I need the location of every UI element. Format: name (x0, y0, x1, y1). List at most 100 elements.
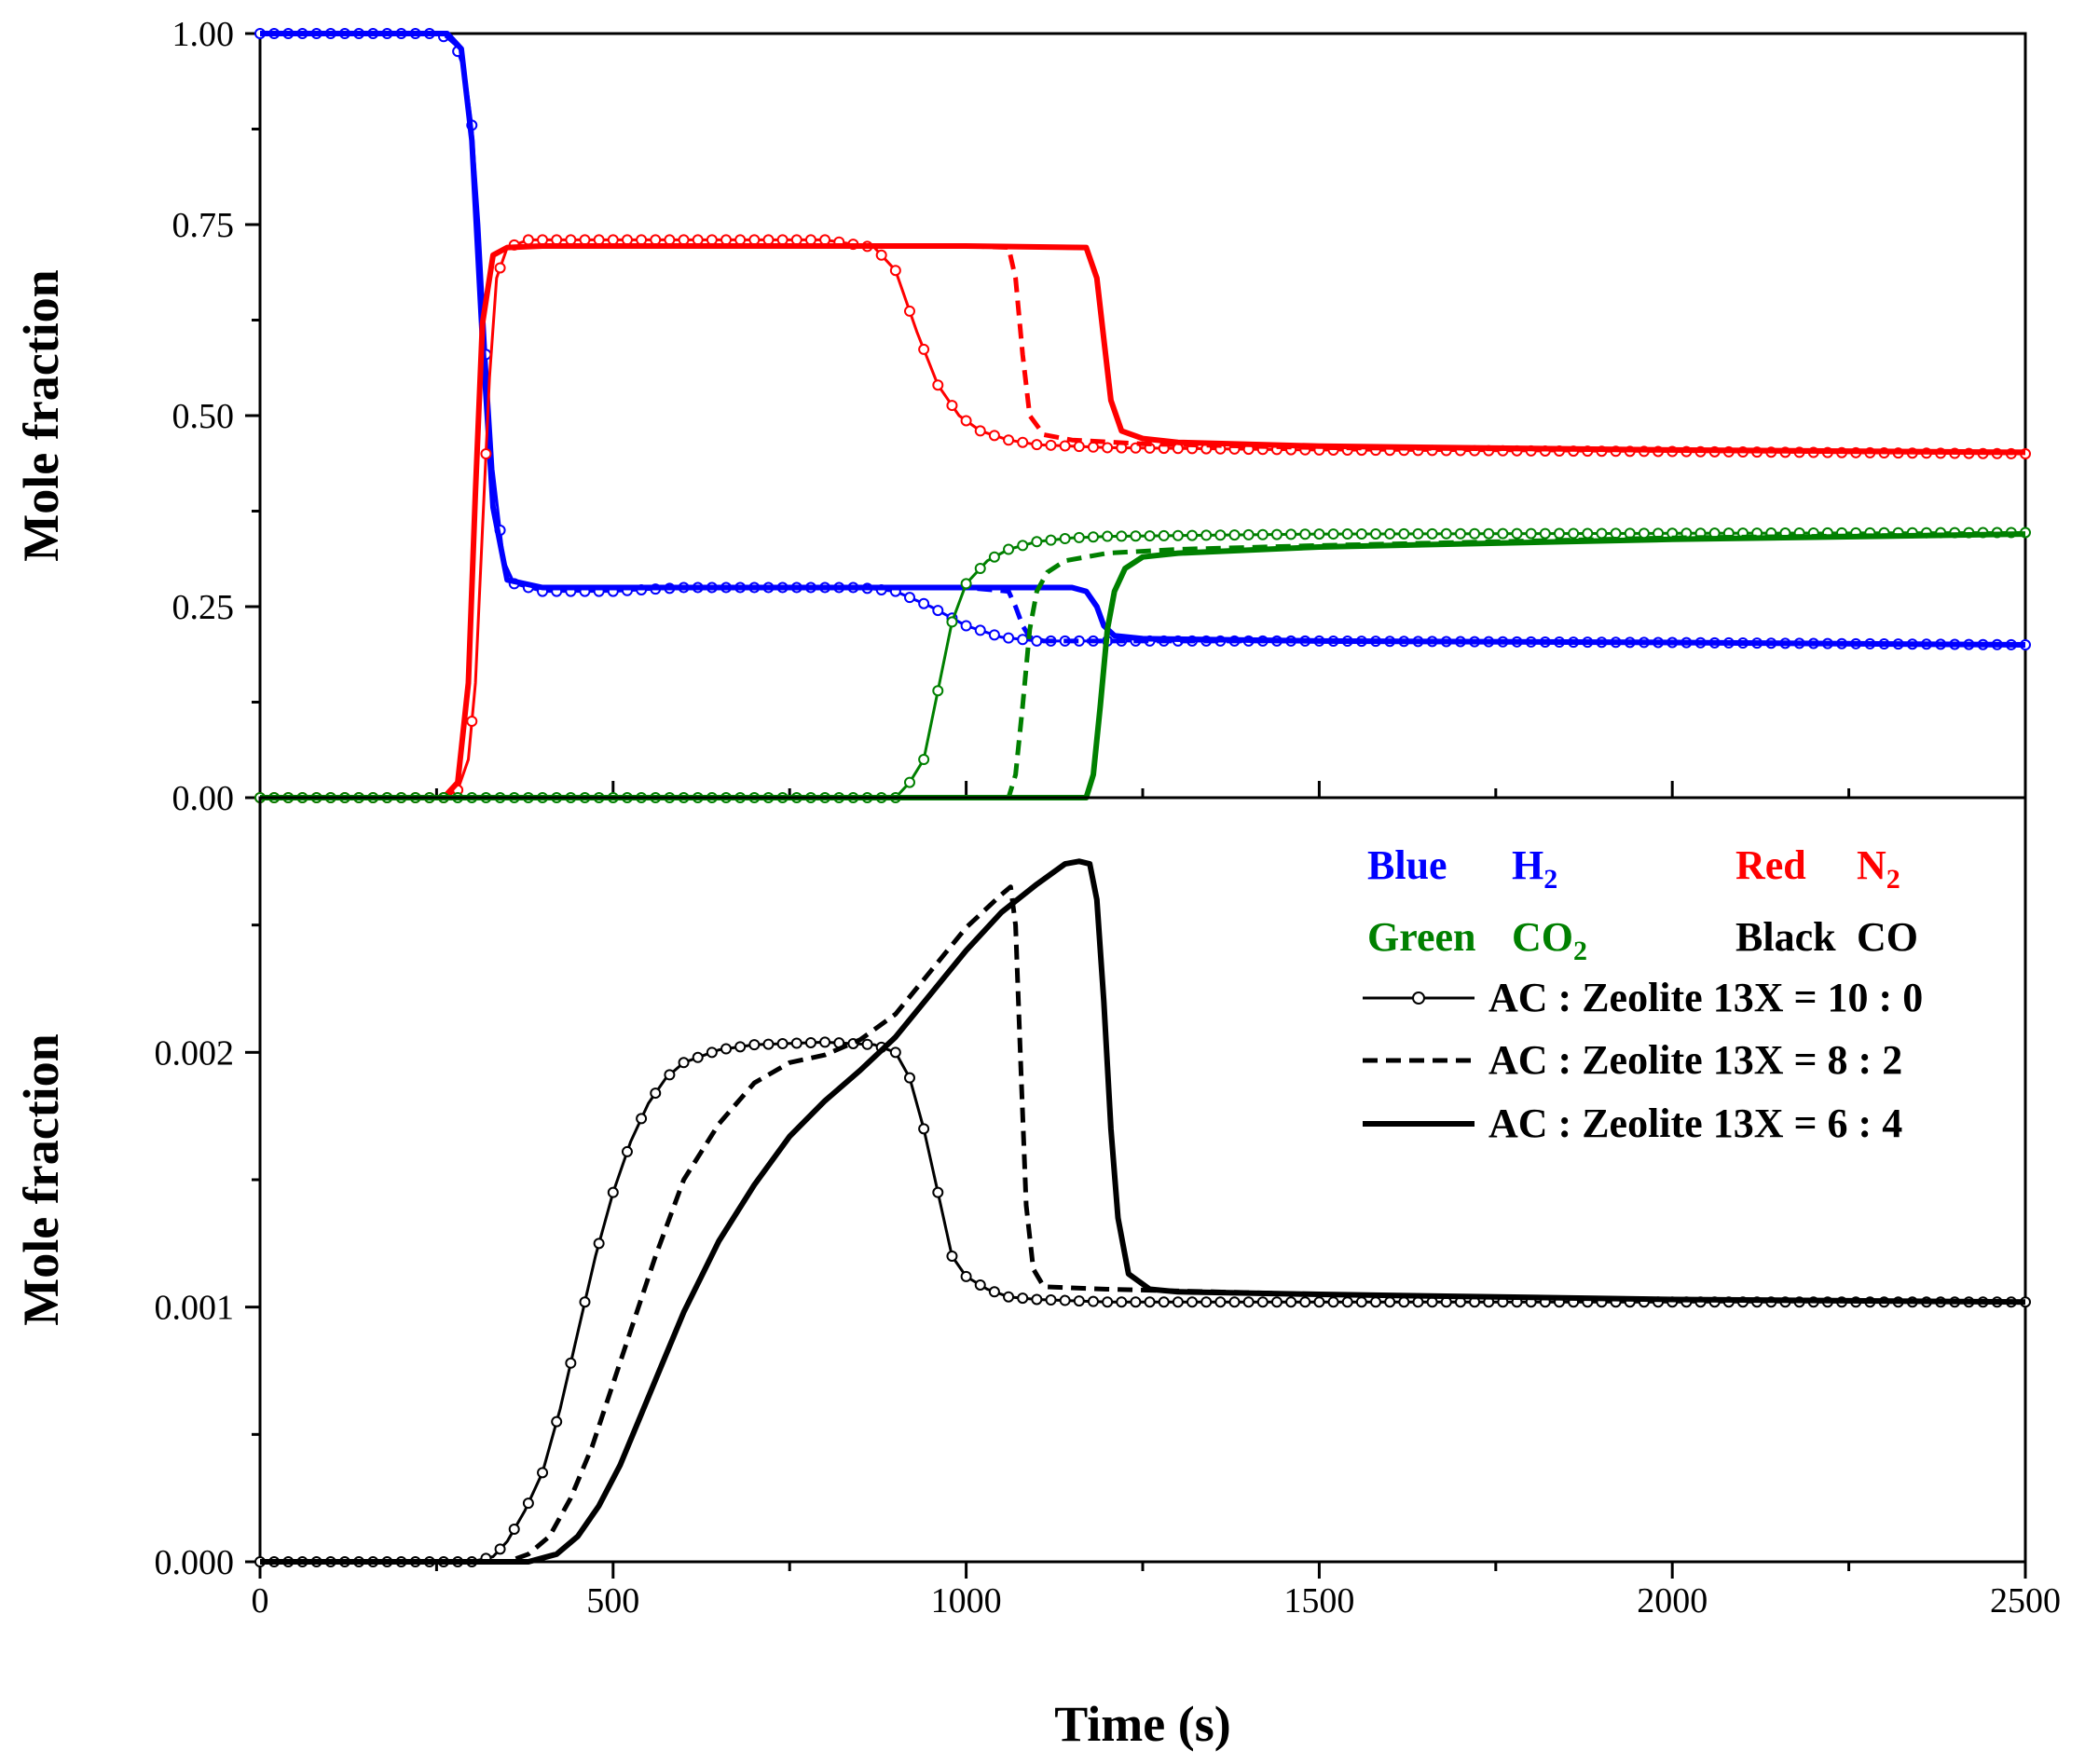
series-point (1116, 530, 1128, 542)
y-tick-label: 0.001 (155, 1289, 235, 1328)
series-point (1144, 530, 1156, 542)
y-tick-label: 0.000 (155, 1543, 235, 1582)
series-point (1299, 528, 1311, 540)
series-point (960, 415, 972, 427)
series-point (1003, 434, 1015, 446)
series-point (466, 716, 478, 727)
series-point (621, 1145, 633, 1157)
series-point (1228, 529, 1241, 541)
series-point (579, 234, 591, 246)
y-tick-label: 0.75 (172, 206, 235, 245)
series-point (932, 1186, 944, 1198)
series-point (1313, 528, 1325, 540)
legend-species: H2 (1512, 842, 1557, 895)
series-point (918, 597, 930, 609)
bottom-axis-ticks: 0.000 0.001 0.002 (155, 923, 2027, 1582)
series-point (1017, 1292, 1029, 1305)
series-point (932, 379, 944, 391)
series-point (804, 234, 816, 246)
series-point (579, 1296, 591, 1308)
series-point (537, 234, 549, 246)
series-point (861, 1038, 873, 1050)
series-point (1256, 528, 1269, 540)
series-point (946, 1251, 958, 1262)
series-point (1412, 1296, 1424, 1308)
series-point (1341, 1296, 1353, 1308)
series-point (1017, 436, 1029, 448)
series-point (537, 1467, 549, 1479)
series-point (974, 425, 986, 437)
legend-color-name: Green (1367, 914, 1476, 960)
series-point (565, 234, 577, 246)
top-panel: 0.00 0.25 0.50 0.75 1.00 (172, 15, 2031, 818)
legend-species-subscript: 2 (1573, 936, 1587, 966)
series-point (1003, 543, 1015, 555)
series-point (974, 1279, 986, 1291)
series-point (932, 685, 944, 697)
series-point (636, 234, 648, 246)
series-point (1158, 1296, 1170, 1308)
series-point (508, 1524, 520, 1536)
series-point (1242, 1296, 1255, 1308)
series-point (1087, 1295, 1099, 1307)
series-point (1285, 528, 1297, 540)
series-point (706, 1046, 718, 1059)
series-point (1256, 1296, 1269, 1308)
x-tick-label: 500 (586, 1581, 639, 1620)
series-point (988, 430, 1000, 442)
series-point (1285, 1296, 1297, 1308)
series-point (819, 234, 831, 246)
series-point (1031, 439, 1043, 451)
legend-species-subscript: 2 (1886, 864, 1900, 895)
y-tick-label: 0.002 (155, 1033, 235, 1073)
series-point (664, 1069, 676, 1081)
series-point (918, 343, 930, 355)
series-point (706, 234, 718, 246)
x-tick-label: 0 (252, 1581, 269, 1620)
series-point (720, 1043, 733, 1055)
series-point (1497, 527, 1509, 540)
series-point (692, 234, 704, 246)
series-point (1398, 1296, 1410, 1308)
series-point (889, 265, 901, 277)
series-point (988, 629, 1000, 641)
series-point (678, 1057, 690, 1069)
series-point (1511, 527, 1523, 540)
series-point (1073, 441, 1085, 453)
series-point (1200, 529, 1213, 541)
series-point (960, 578, 972, 590)
series-point (1200, 1296, 1213, 1308)
series-point (720, 234, 733, 246)
series-point (889, 1046, 901, 1059)
series-point (1398, 527, 1410, 540)
legend: Blue H2 Red N2 Green CO2 Black CO AC : Zeolite 1… (1363, 842, 1923, 1146)
legend-species: CO (1857, 914, 1918, 960)
series-point (494, 1543, 506, 1555)
series-line (260, 531, 2026, 800)
series-point (593, 1238, 605, 1250)
series-point (974, 624, 986, 636)
series-point (946, 400, 958, 412)
series-point (762, 1038, 775, 1050)
series-point (903, 592, 915, 604)
series-point (1553, 527, 1565, 540)
series-point (1158, 529, 1170, 541)
series-point (946, 616, 958, 628)
series-point (1045, 1294, 1057, 1306)
series-point (1228, 1296, 1241, 1308)
series-line (260, 531, 2026, 800)
series-point (1270, 1296, 1283, 1308)
series-point (1003, 632, 1015, 644)
series-line (260, 858, 2026, 1565)
series-point (1102, 442, 1114, 454)
series-point (988, 1286, 1000, 1298)
series-point (1073, 1295, 1085, 1307)
series-point (804, 1036, 816, 1048)
series-point (1059, 1294, 1071, 1306)
y-tick-label: 0.50 (172, 397, 235, 436)
series-line (260, 238, 2026, 800)
series-point (1172, 529, 1184, 541)
y-tick-label: 0.25 (172, 588, 235, 627)
series-point (1525, 527, 1537, 540)
series-point (734, 1041, 747, 1053)
